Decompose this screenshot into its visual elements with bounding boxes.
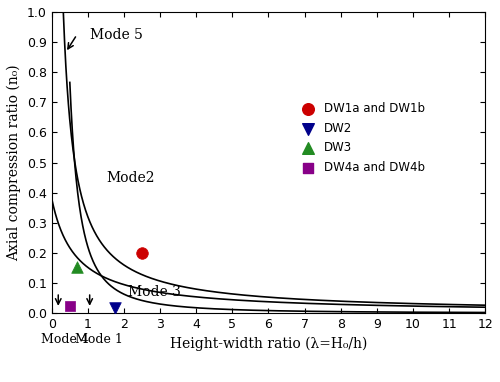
Text: Mode 4: Mode 4 bbox=[41, 333, 89, 346]
Text: Mode 5: Mode 5 bbox=[90, 28, 142, 42]
Point bbox=[111, 305, 119, 311]
Text: Mode2: Mode2 bbox=[106, 171, 154, 185]
Point bbox=[73, 264, 81, 270]
Text: Mode 1: Mode 1 bbox=[75, 333, 123, 346]
Legend: DW1a and DW1b, DW2, DW3, DW4a and DW4b: DW1a and DW1b, DW2, DW3, DW4a and DW4b bbox=[296, 102, 426, 174]
Point bbox=[66, 303, 74, 309]
Y-axis label: Axial compression ratio (n₀): Axial compression ratio (n₀) bbox=[7, 64, 22, 261]
X-axis label: Height-width ratio (λ=H₀/h): Height-width ratio (λ=H₀/h) bbox=[170, 337, 367, 351]
Point bbox=[138, 250, 146, 256]
Text: Mode 3: Mode 3 bbox=[128, 285, 180, 299]
